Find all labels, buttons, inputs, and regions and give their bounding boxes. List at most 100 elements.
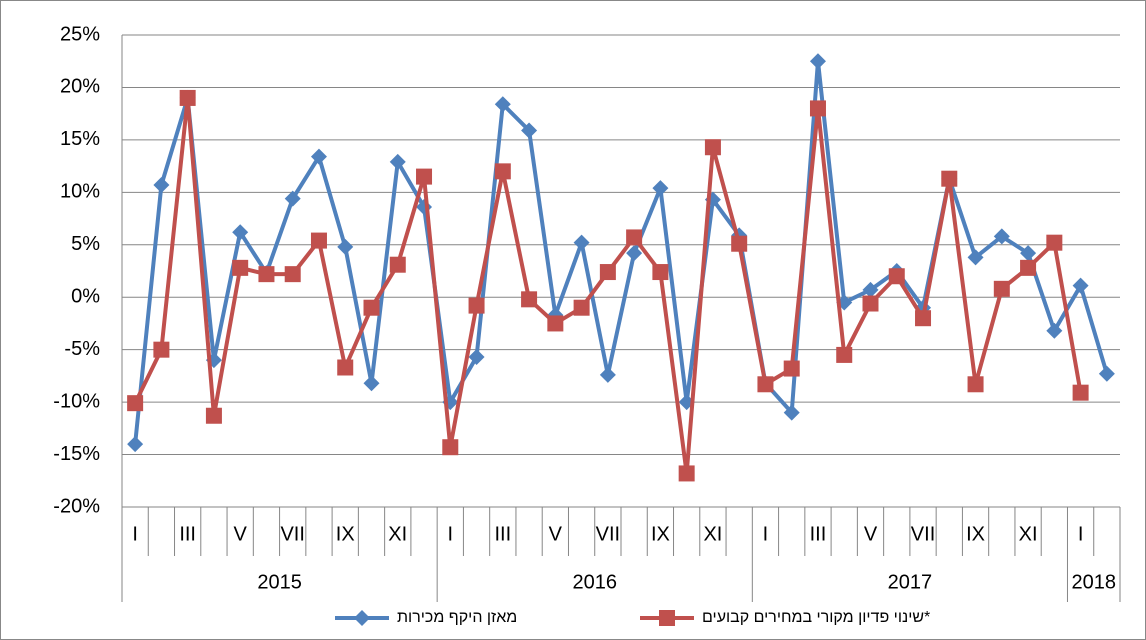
x-tick-label: XI: [1019, 523, 1038, 545]
x-tick-label: I: [763, 523, 769, 545]
marker: [1020, 259, 1037, 276]
y-tick-label: 20%: [60, 76, 100, 98]
marker: [626, 229, 643, 246]
marker: [783, 360, 800, 377]
marker: [354, 610, 370, 626]
x-tick-label: IX: [336, 523, 355, 545]
marker: [573, 234, 590, 251]
legend-label: שינוי פדיון מקורי במחירים קבועים*: [702, 609, 930, 626]
marker: [205, 407, 222, 424]
marker: [310, 232, 327, 249]
marker: [494, 163, 511, 180]
marker: [1072, 384, 1089, 401]
marker: [468, 297, 485, 314]
marker: [363, 299, 380, 316]
marker: [967, 376, 984, 393]
marker: [521, 291, 538, 308]
year-label: 2017: [888, 571, 933, 593]
x-tick-label: V: [864, 523, 878, 545]
y-tick-label: -20%: [53, 495, 100, 517]
y-tick-label: 0%: [71, 286, 100, 308]
marker: [258, 266, 275, 283]
x-tick-label: V: [549, 523, 563, 545]
year-label: 2016: [572, 571, 617, 593]
marker: [416, 168, 433, 185]
x-tick-label: I: [132, 523, 138, 545]
marker: [521, 122, 538, 139]
marker: [494, 96, 511, 113]
marker: [678, 465, 695, 482]
marker: [783, 404, 800, 421]
marker: [862, 281, 879, 298]
legend-label: מאזן היקף מכירות: [397, 609, 517, 626]
marker: [363, 375, 380, 392]
marker: [232, 224, 249, 241]
y-tick-label: 25%: [60, 23, 100, 45]
marker: [704, 139, 721, 156]
marker: [888, 268, 905, 285]
marker: [599, 264, 616, 281]
x-tick-label: VII: [911, 523, 935, 545]
marker: [232, 259, 249, 276]
marker: [153, 341, 170, 358]
marker: [547, 315, 564, 332]
marker: [731, 235, 748, 252]
marker: [284, 266, 301, 283]
x-tick-label: I: [1078, 523, 1084, 545]
x-tick-label: III: [179, 523, 196, 545]
y-tick-label: -5%: [64, 338, 100, 360]
marker: [1046, 322, 1063, 339]
marker: [915, 310, 932, 327]
marker: [862, 295, 879, 312]
year-label: 2015: [257, 571, 302, 593]
marker: [310, 148, 327, 165]
x-tick-label: XI: [703, 523, 722, 545]
marker: [1072, 277, 1089, 294]
marker: [599, 366, 616, 383]
y-tick-label: -10%: [53, 390, 100, 412]
year-label: 2018: [1071, 571, 1116, 593]
marker: [127, 436, 144, 453]
marker: [652, 264, 669, 281]
y-tick-label: -15%: [53, 443, 100, 465]
marker: [993, 228, 1010, 245]
marker: [468, 349, 485, 366]
x-tick-label: I: [448, 523, 454, 545]
x-tick-label: VII: [280, 523, 304, 545]
x-tick-label: IX: [651, 523, 670, 545]
x-tick-label: III: [494, 523, 511, 545]
marker: [127, 395, 144, 412]
marker: [442, 439, 459, 456]
marker: [993, 280, 1010, 297]
x-tick-label: V: [234, 523, 248, 545]
x-tick-label: IX: [966, 523, 985, 545]
marker: [967, 249, 984, 266]
marker: [284, 190, 301, 207]
marker: [389, 256, 406, 273]
marker: [659, 610, 675, 626]
marker: [1020, 245, 1037, 262]
x-tick-label: XI: [388, 523, 407, 545]
marker: [941, 170, 958, 187]
marker: [573, 299, 590, 316]
marker: [836, 346, 853, 363]
y-tick-label: 15%: [60, 128, 100, 150]
x-tick-label: VII: [596, 523, 620, 545]
marker: [179, 89, 196, 106]
y-tick-label: 10%: [60, 181, 100, 203]
marker: [809, 53, 826, 70]
marker: [626, 245, 643, 262]
marker: [1046, 234, 1063, 251]
marker: [809, 100, 826, 117]
marker: [1098, 365, 1115, 382]
marker: [757, 376, 774, 393]
y-tick-label: 5%: [71, 233, 100, 255]
marker: [337, 238, 354, 255]
marker: [389, 153, 406, 170]
marker: [153, 176, 170, 193]
marker: [652, 180, 669, 197]
marker: [337, 359, 354, 376]
